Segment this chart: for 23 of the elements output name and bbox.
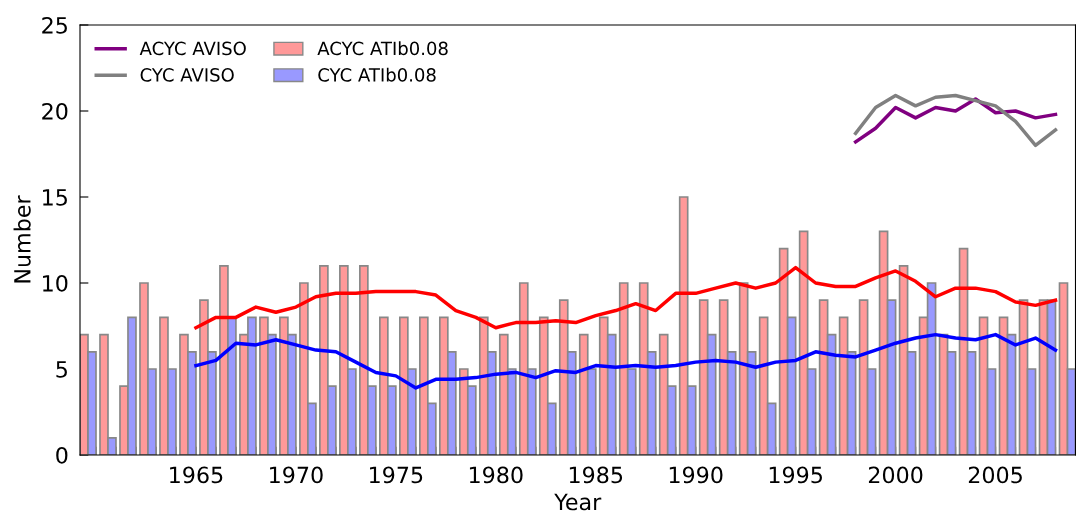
y-tick-label: 25 [42,16,67,34]
x-tick-label: 1980 [469,466,523,484]
x-tick-label: 2000 [868,466,923,484]
line-series [194,265,1058,330]
x-axis-title: Year [554,493,602,511]
legend-label: ACYC ATIb0.08 [317,41,448,56]
y-tick-label: 0 [56,446,68,464]
y-tick-label: 20 [42,102,68,120]
legend-label: CYC AVISO [140,68,234,82]
x-tick-label: 1975 [370,466,423,484]
legend-label: CYC ATIb0.08 [318,67,436,82]
x-tick-label: 1970 [270,466,323,484]
x-tick-label: 1985 [569,466,623,484]
x-tick-label: 1965 [170,466,223,484]
legend-label: ACYC AVISO [139,41,246,56]
y-tick-label: 15 [43,189,67,206]
x-tick-label: 2005 [968,466,1022,484]
x-tick-label: 1990 [669,466,723,484]
y-tick-label: 10 [43,274,68,292]
line-series [194,332,1058,390]
y-axis-title: Number [13,195,31,283]
y-tick-label: 5 [56,361,67,378]
x-tick-label: 1995 [769,466,822,484]
